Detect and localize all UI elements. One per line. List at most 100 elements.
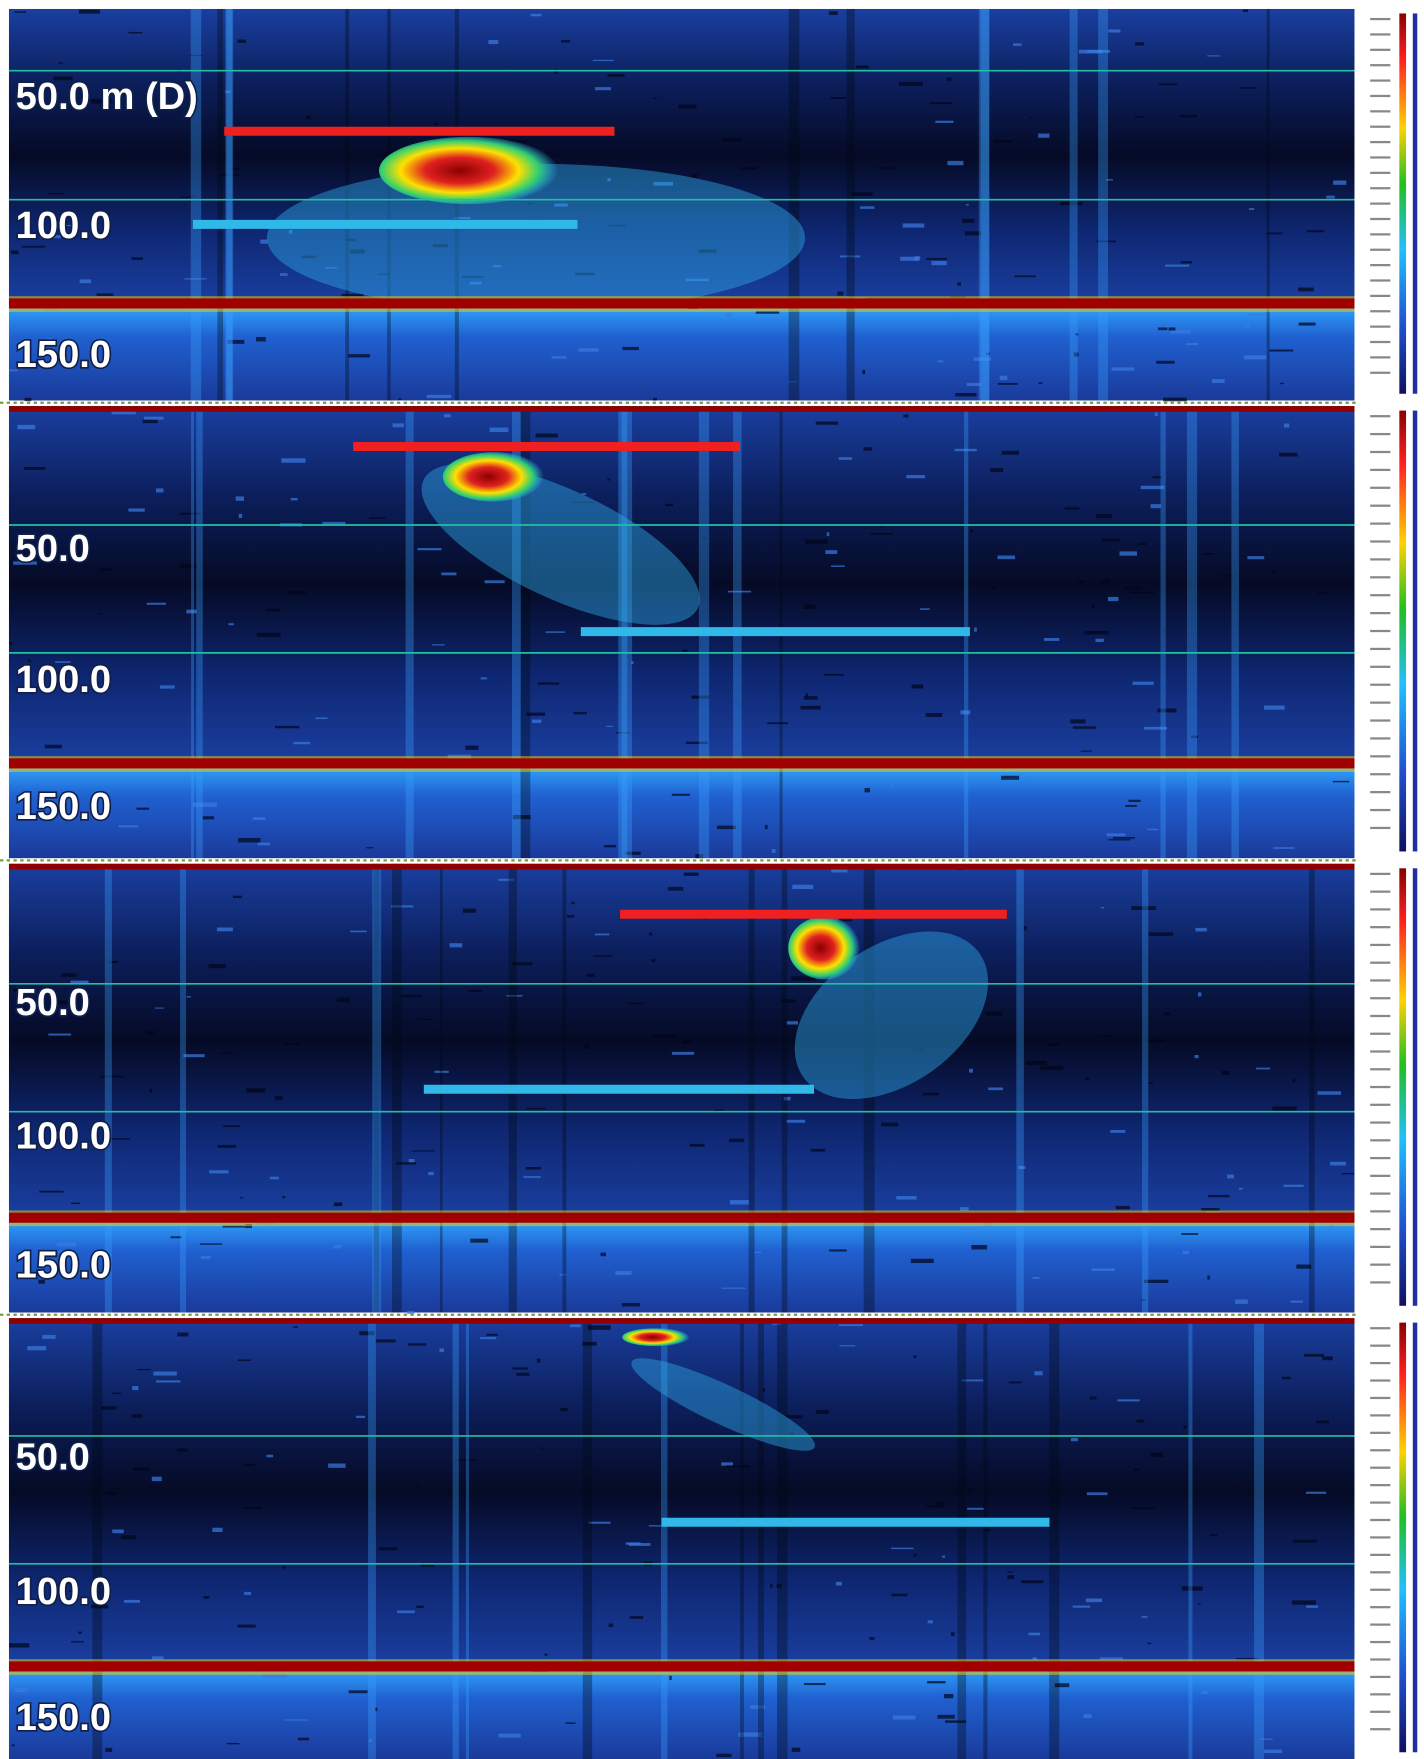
noise: [341, 293, 364, 297]
noise: [170, 1236, 182, 1239]
noise: [100, 1075, 124, 1078]
noise: [1156, 360, 1175, 364]
noise: [764, 824, 768, 830]
noise: [913, 1553, 917, 1557]
noise: [937, 1714, 955, 1719]
ping-column: [777, 1318, 788, 1759]
noise: [378, 1547, 398, 1551]
noise: [244, 1591, 252, 1595]
noise: [1084, 630, 1109, 635]
noise: [575, 272, 595, 276]
noise: [17, 424, 36, 430]
noise: [180, 512, 201, 515]
noise: [1101, 538, 1120, 542]
noise: [1272, 570, 1275, 574]
noise: [525, 1166, 541, 1170]
noise: [831, 564, 845, 567]
noise: [1157, 708, 1177, 713]
noise: [208, 964, 226, 969]
noise: [771, 848, 776, 853]
noise: [1021, 1580, 1044, 1584]
noise: [678, 563, 688, 565]
noise: [551, 356, 567, 359]
noise: [527, 202, 533, 204]
noise: [899, 81, 923, 86]
noise: [554, 203, 568, 207]
noise: [971, 1245, 987, 1250]
noise: [1147, 1642, 1152, 1645]
color-scale-tick: [1370, 926, 1391, 929]
noise: [902, 223, 925, 228]
noise: [1283, 423, 1290, 428]
color-scale: [1399, 1322, 1407, 1753]
noise: [512, 962, 533, 966]
noise: [586, 973, 595, 978]
noise: [1131, 1507, 1155, 1510]
depth-label: 100.0: [16, 204, 111, 247]
noise: [1296, 1264, 1312, 1269]
noise: [407, 1310, 415, 1315]
noise: [237, 1624, 256, 1628]
color-scale-tick: [1370, 1014, 1391, 1018]
noise: [262, 1673, 287, 1678]
noise: [770, 1583, 773, 1588]
noise: [1182, 1250, 1190, 1255]
ping-column: [1049, 1318, 1060, 1759]
noise: [935, 1501, 944, 1505]
noise: [98, 613, 103, 615]
color-scale-tick: [1370, 1588, 1391, 1591]
noise: [615, 1271, 632, 1275]
noise: [1201, 1690, 1208, 1695]
noise: [653, 1034, 678, 1038]
noise: [348, 1690, 368, 1694]
color-scale-tick: [1370, 1156, 1391, 1160]
color-scale-tick: [1370, 504, 1391, 507]
noise: [1163, 397, 1187, 402]
noise: [1091, 1268, 1115, 1271]
noise: [1034, 1371, 1043, 1376]
noise: [123, 1599, 141, 1603]
noise: [1137, 542, 1147, 545]
ping-column: [740, 1318, 744, 1759]
noise: [1047, 1679, 1056, 1683]
noise: [1147, 828, 1159, 831]
ping-column: [217, 8, 224, 401]
ping-column: [846, 8, 855, 401]
noise: [355, 1415, 366, 1418]
noise: [315, 717, 328, 720]
noise: [653, 181, 674, 186]
noise: [815, 421, 839, 425]
ping-column: [454, 8, 459, 401]
color-scale-tick: [1370, 1245, 1391, 1249]
noise: [265, 608, 281, 612]
noise: [181, 196, 196, 198]
color-scale-tick: [1370, 1693, 1391, 1696]
noise: [269, 1176, 279, 1180]
noise: [859, 206, 875, 209]
noise: [1227, 1174, 1234, 1179]
noise: [48, 1033, 72, 1036]
noise: [955, 393, 977, 397]
noise: [21, 245, 46, 248]
noise: [910, 1258, 934, 1264]
noise: [1028, 1632, 1041, 1636]
noise: [828, 11, 838, 15]
noise: [184, 278, 207, 280]
color-scale-tick: [1370, 48, 1391, 51]
ping-column: [387, 8, 391, 401]
noise: [468, 990, 483, 993]
noise: [911, 684, 924, 689]
noise: [722, 137, 742, 142]
noise: [488, 39, 499, 45]
noise: [1290, 1300, 1303, 1303]
noise: [1144, 726, 1167, 730]
noise: [1089, 1396, 1097, 1400]
color-scale-tick: [1370, 1571, 1391, 1574]
seabed: [8, 1212, 1355, 1223]
noise: [881, 1122, 899, 1127]
noise: [1129, 591, 1155, 594]
noise: [38, 1279, 45, 1284]
noise: [526, 1107, 546, 1110]
ping-column: [191, 406, 194, 859]
noise: [237, 1359, 251, 1361]
